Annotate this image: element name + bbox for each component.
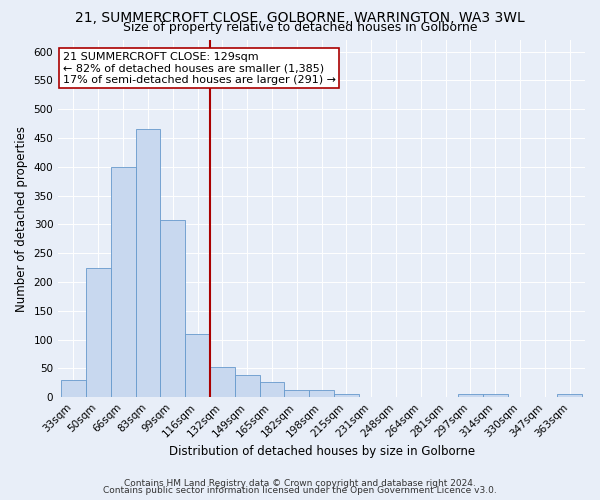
Bar <box>61 380 86 397</box>
Bar <box>160 220 185 397</box>
Bar <box>260 382 284 397</box>
Bar <box>458 394 483 397</box>
Bar <box>86 268 111 397</box>
Text: 21 SUMMERCROFT CLOSE: 129sqm
← 82% of detached houses are smaller (1,385)
17% of: 21 SUMMERCROFT CLOSE: 129sqm ← 82% of de… <box>62 52 335 84</box>
Y-axis label: Number of detached properties: Number of detached properties <box>15 126 28 312</box>
Bar <box>185 334 210 397</box>
Text: Size of property relative to detached houses in Golborne: Size of property relative to detached ho… <box>123 22 477 35</box>
Text: 21, SUMMERCROFT CLOSE, GOLBORNE, WARRINGTON, WA3 3WL: 21, SUMMERCROFT CLOSE, GOLBORNE, WARRING… <box>75 11 525 25</box>
Bar <box>557 394 582 397</box>
Bar <box>284 390 309 397</box>
Text: Contains HM Land Registry data © Crown copyright and database right 2024.: Contains HM Land Registry data © Crown c… <box>124 478 476 488</box>
Bar <box>136 130 160 397</box>
Bar <box>483 394 508 397</box>
Bar <box>111 167 136 397</box>
Bar <box>235 376 260 397</box>
X-axis label: Distribution of detached houses by size in Golborne: Distribution of detached houses by size … <box>169 444 475 458</box>
Bar <box>334 394 359 397</box>
Bar <box>309 390 334 397</box>
Text: Contains public sector information licensed under the Open Government Licence v3: Contains public sector information licen… <box>103 486 497 495</box>
Bar <box>210 366 235 397</box>
